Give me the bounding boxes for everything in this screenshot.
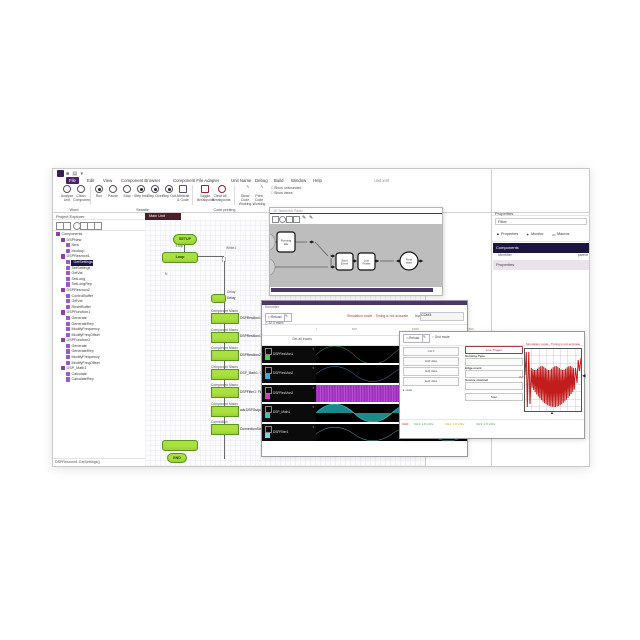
svg-text:Event: Event [341, 262, 348, 266]
svg-text:idle: idle [284, 242, 289, 246]
svg-text:Power: Power [363, 262, 371, 266]
svg-text:state: state [406, 261, 413, 265]
